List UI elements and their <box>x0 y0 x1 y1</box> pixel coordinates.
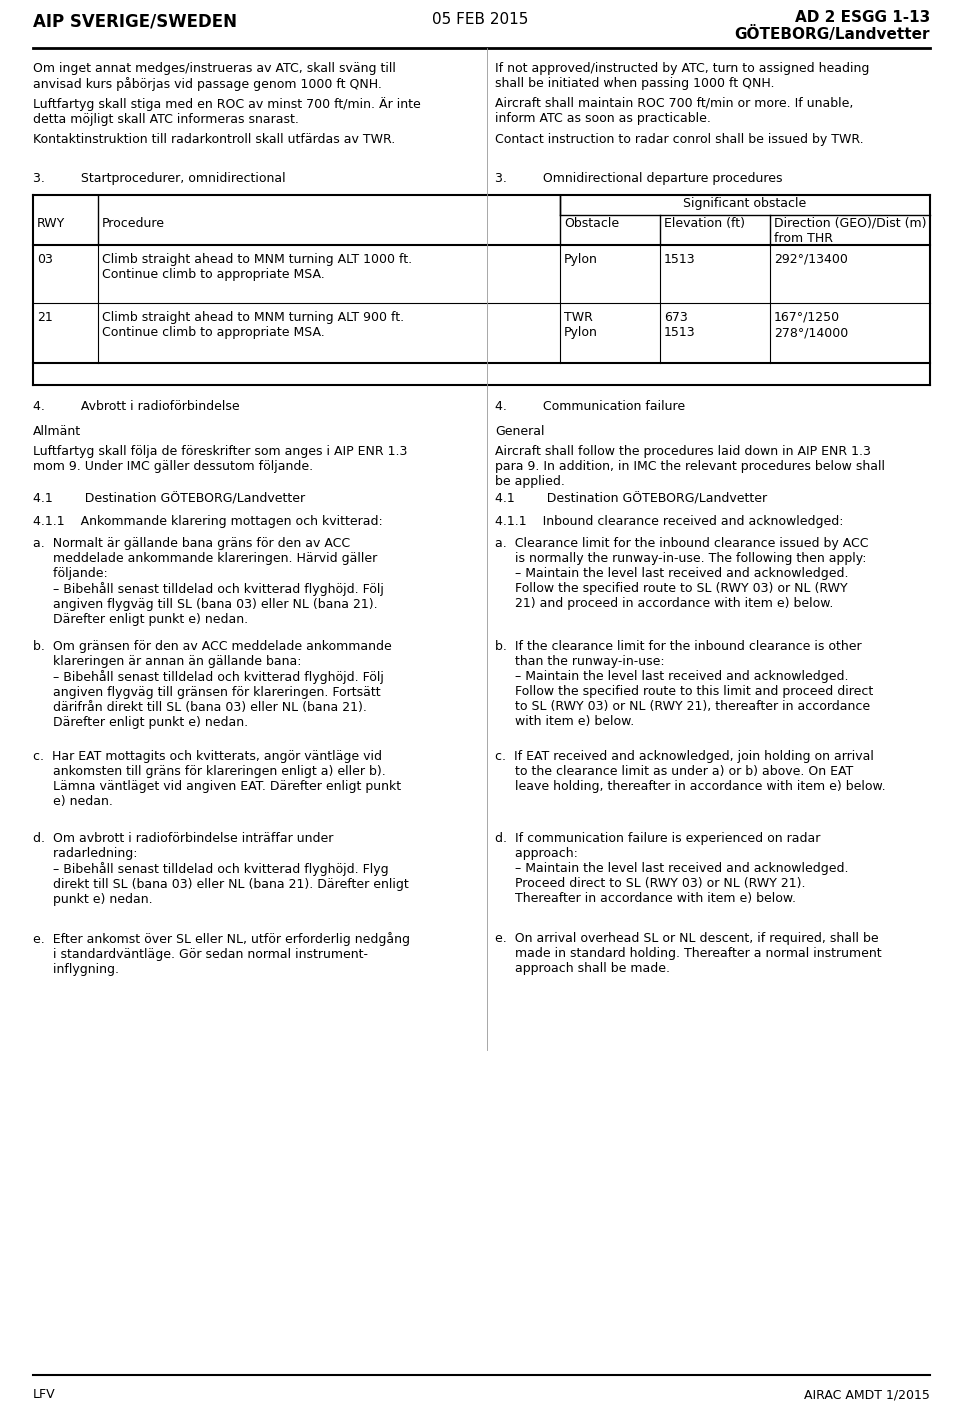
Text: TWR
Pylon: TWR Pylon <box>564 311 598 339</box>
Text: 4.1.1    Ankommande klarering mottagen och kvitterad:: 4.1.1 Ankommande klarering mottagen och … <box>33 515 383 528</box>
Text: 4.         Avbrott i radioförbindelse: 4. Avbrott i radioförbindelse <box>33 400 240 412</box>
Text: If not approved/instructed by ATC, turn to assigned heading
shall be initiated w: If not approved/instructed by ATC, turn … <box>495 62 870 90</box>
Text: Aircraft shall maintain ROC 700 ft/min or more. If unable,
inform ATC as soon as: Aircraft shall maintain ROC 700 ft/min o… <box>495 97 853 126</box>
Text: Obstacle: Obstacle <box>564 217 619 230</box>
Text: 05 FEB 2015: 05 FEB 2015 <box>432 11 528 27</box>
Text: c.  If EAT received and acknowledged, join holding on arrival
     to the cleara: c. If EAT received and acknowledged, joi… <box>495 750 886 794</box>
Text: Procedure: Procedure <box>102 217 165 230</box>
Text: Significant obstacle: Significant obstacle <box>684 198 806 210</box>
Text: 292°/13400: 292°/13400 <box>774 253 848 265</box>
Text: Climb straight ahead to MNM turning ALT 900 ft.
Continue climb to appropriate MS: Climb straight ahead to MNM turning ALT … <box>102 311 404 339</box>
Text: Kontaktinstruktion till radarkontroll skall utfärdas av TWR.: Kontaktinstruktion till radarkontroll sk… <box>33 133 396 145</box>
Text: a.  Clearance limit for the inbound clearance issued by ACC
     is normally the: a. Clearance limit for the inbound clear… <box>495 537 869 610</box>
Text: Elevation (ft): Elevation (ft) <box>664 217 745 230</box>
Text: c.  Har EAT mottagits och kvitterats, angör väntläge vid
     ankomsten till grä: c. Har EAT mottagits och kvitterats, ang… <box>33 750 401 808</box>
Text: LFV: LFV <box>33 1388 56 1401</box>
Text: e.  Efter ankomst över SL eller NL, utför erforderlig nedgång
     i standardvän: e. Efter ankomst över SL eller NL, utför… <box>33 932 410 976</box>
Text: Climb straight ahead to MNM turning ALT 1000 ft.
Continue climb to appropriate M: Climb straight ahead to MNM turning ALT … <box>102 253 412 281</box>
Text: 21: 21 <box>37 311 53 323</box>
Text: Luftfartyg skall stiga med en ROC av minst 700 ft/min. Är inte
detta möjligt ska: Luftfartyg skall stiga med en ROC av min… <box>33 97 420 126</box>
Text: Allmänt: Allmänt <box>33 425 82 438</box>
Text: AD 2 ESGG 1-13: AD 2 ESGG 1-13 <box>795 10 930 25</box>
Text: b.  If the clearance limit for the inbound clearance is other
     than the runw: b. If the clearance limit for the inboun… <box>495 640 874 729</box>
Text: 1513: 1513 <box>664 253 696 265</box>
Text: Pylon: Pylon <box>564 253 598 265</box>
Text: d.  Om avbrott i radioförbindelse inträffar under
     radarledning:
     – Bibe: d. Om avbrott i radioförbindelse inträff… <box>33 832 409 907</box>
Text: 4.1        Destination GÖTEBORG/Landvetter: 4.1 Destination GÖTEBORG/Landvetter <box>495 493 767 505</box>
Text: GÖTEBORG/Landvetter: GÖTEBORG/Landvetter <box>734 25 930 42</box>
Text: 03: 03 <box>37 253 53 265</box>
Text: 4.         Communication failure: 4. Communication failure <box>495 400 685 412</box>
Text: Luftfartyg skall följa de föreskrifter som anges i AIP ENR 1.3
mom 9. Under IMC : Luftfartyg skall följa de föreskrifter s… <box>33 445 407 473</box>
Text: 4.1.1    Inbound clearance received and acknowledged:: 4.1.1 Inbound clearance received and ack… <box>495 515 844 528</box>
Text: b.  Om gränsen för den av ACC meddelade ankommande
     klareringen är annan än : b. Om gränsen för den av ACC meddelade a… <box>33 640 392 729</box>
Text: 4.1        Destination GÖTEBORG/Landvetter: 4.1 Destination GÖTEBORG/Landvetter <box>33 493 305 505</box>
Text: d.  If communication failure is experienced on radar
     approach:
     – Maint: d. If communication failure is experienc… <box>495 832 849 905</box>
Text: Contact instruction to radar conrol shall be issued by TWR.: Contact instruction to radar conrol shal… <box>495 133 864 145</box>
Text: AIP SVERIGE/SWEDEN: AIP SVERIGE/SWEDEN <box>33 11 237 30</box>
Text: Direction (GEO)/Dist (m)
from THR: Direction (GEO)/Dist (m) from THR <box>774 217 926 246</box>
Text: 167°/1250
278°/14000: 167°/1250 278°/14000 <box>774 311 849 339</box>
Text: Om inget annat medges/instrueras av ATC, skall sväng till
anvisad kurs påbörjas : Om inget annat medges/instrueras av ATC,… <box>33 62 396 92</box>
Text: RWY: RWY <box>37 217 65 230</box>
Text: a.  Normalt är gällande bana gräns för den av ACC
     meddelade ankommande klar: a. Normalt är gällande bana gräns för de… <box>33 537 384 626</box>
Text: General: General <box>495 425 544 438</box>
Text: Aircraft shall follow the procedures laid down in AIP ENR 1.3
para 9. In additio: Aircraft shall follow the procedures lai… <box>495 445 885 489</box>
Text: AIRAC AMDT 1/2015: AIRAC AMDT 1/2015 <box>804 1388 930 1401</box>
Text: 673
1513: 673 1513 <box>664 311 696 339</box>
Text: e.  On arrival overhead SL or NL descent, if required, shall be
     made in sta: e. On arrival overhead SL or NL descent,… <box>495 932 881 976</box>
Text: 3.         Omnidirectional departure procedures: 3. Omnidirectional departure procedures <box>495 172 782 185</box>
Text: 3.         Startprocedurer, omnidirectional: 3. Startprocedurer, omnidirectional <box>33 172 286 185</box>
